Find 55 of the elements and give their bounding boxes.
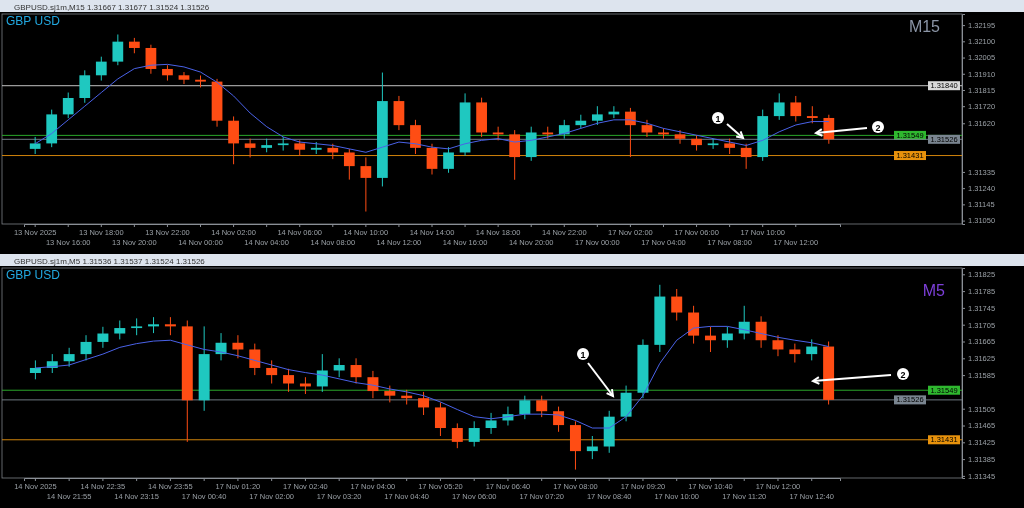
candlestick: [451, 422, 463, 449]
text: M15: [908, 18, 941, 35]
candlestick: [426, 143, 438, 175]
candlestick: [738, 305, 750, 340]
candlestick: [468, 420, 480, 447]
candlestick: [553, 406, 565, 433]
candlestick: [80, 334, 92, 361]
candlestick: [29, 359, 41, 380]
candlestick: [244, 138, 256, 158]
candlestick: [95, 56, 107, 82]
candlestick: [772, 334, 784, 357]
candlestick: [740, 143, 752, 170]
chart-title: GBP USD: [6, 14, 61, 28]
candlestick: [443, 146, 454, 174]
candlestick: [114, 320, 126, 340]
candlestick: [773, 92, 785, 121]
candlestick: [367, 370, 379, 399]
candlestick: [178, 71, 190, 85]
candlestick: [519, 395, 531, 420]
candlestick: [806, 338, 818, 361]
candlestick: [509, 129, 521, 181]
candlestick: [536, 395, 548, 418]
chart-subtitle: GBPUSD.sj1m,M15 1.31667 1.31677 1.31524 1.31526: [14, 2, 210, 12]
candlestick: [266, 359, 278, 384]
candlestick: [62, 92, 74, 119]
candlestick: [316, 353, 328, 393]
candlestick: [755, 315, 767, 349]
candlestick: [97, 326, 109, 349]
candlestick: [343, 148, 355, 181]
candlestick: [434, 401, 446, 437]
candlestick: [485, 412, 497, 435]
candlestick: [790, 95, 802, 123]
candlestick: [360, 156, 372, 213]
candlestick: [350, 357, 362, 384]
candlestick: [283, 368, 295, 393]
candlestick: [418, 391, 430, 416]
candlestick: [688, 305, 700, 345]
candlestick: [79, 69, 91, 104]
candlestick: [333, 357, 345, 378]
candlestick: [112, 33, 124, 66]
candlestick: [674, 129, 686, 145]
candlestick: [63, 347, 75, 368]
candlestick: [249, 343, 261, 376]
candlestick: [671, 288, 683, 321]
candlestick: [707, 138, 719, 150]
candlestick: [410, 119, 421, 155]
chart-title: GBP USD: [6, 268, 61, 282]
text: M5: [922, 282, 946, 299]
candlestick: [620, 385, 632, 422]
candlestick: [591, 105, 603, 126]
candlestick: [789, 343, 801, 363]
candlestick: [164, 316, 176, 336]
chart-subtitle: GBPUSD.sj1m,M5 1.31536 1.31537 1.31524 1.31526: [14, 256, 206, 266]
candlestick: [492, 126, 504, 141]
candlestick: [228, 115, 239, 165]
